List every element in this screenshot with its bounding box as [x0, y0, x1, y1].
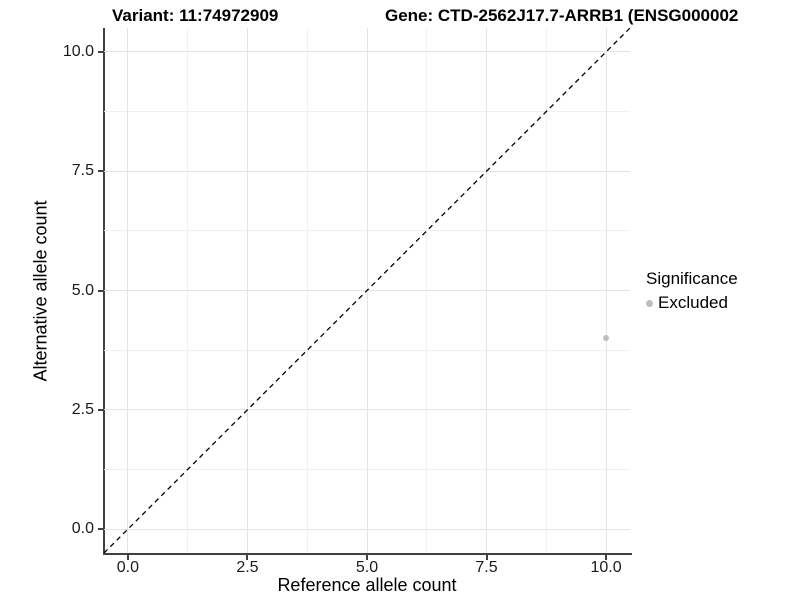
data-point: [603, 335, 610, 342]
plot-panel: [104, 28, 630, 553]
legend-item-label: Excluded: [658, 293, 728, 312]
y-tick-mark: [98, 528, 103, 531]
y-tick-mark: [98, 408, 103, 411]
y-tick-label: 10.0: [62, 42, 94, 60]
major-gridline-y: [104, 528, 630, 530]
y-tick-label: 0.0: [71, 520, 94, 538]
y-tick-mark: [98, 289, 103, 292]
x-tick-label: 10.0: [590, 559, 622, 576]
legend-item-excluded: Excluded: [646, 293, 738, 313]
y-axis-line: [103, 28, 105, 555]
x-axis-line: [103, 553, 632, 555]
x-tick-label: 2.5: [236, 559, 259, 576]
y-tick-label: 2.5: [71, 400, 94, 418]
x-tick-label: 0.0: [116, 559, 140, 576]
x-tick-mark: [605, 555, 608, 560]
x-tick-mark: [246, 555, 249, 560]
x-axis-label: Reference allele count: [277, 575, 457, 595]
y-tick-label: 5.0: [71, 281, 94, 299]
x-tick-label: 5.0: [355, 559, 379, 576]
legend: Significance Excluded: [646, 269, 738, 313]
x-tick-label: 7.5: [475, 559, 498, 576]
x-tick-mark: [126, 555, 129, 560]
major-gridline-y: [104, 409, 630, 411]
x-tick-mark: [485, 555, 488, 560]
y-tick-label: 7.5: [71, 162, 94, 180]
x-tick-mark: [366, 555, 368, 560]
y-tick-mark: [98, 170, 103, 173]
legend-title: Significance: [646, 269, 738, 288]
major-gridline-y: [104, 51, 630, 53]
legend-point-icon: [646, 299, 653, 307]
variant-title: Variant: 11:74972909: [112, 6, 279, 25]
gene-title: Gene: CTD-2562J17.7-ARRB1 (ENSG000002: [385, 6, 739, 25]
major-gridline-y: [104, 170, 630, 172]
identity-dashed-line: [104, 28, 630, 553]
y-tick-mark: [98, 50, 103, 53]
